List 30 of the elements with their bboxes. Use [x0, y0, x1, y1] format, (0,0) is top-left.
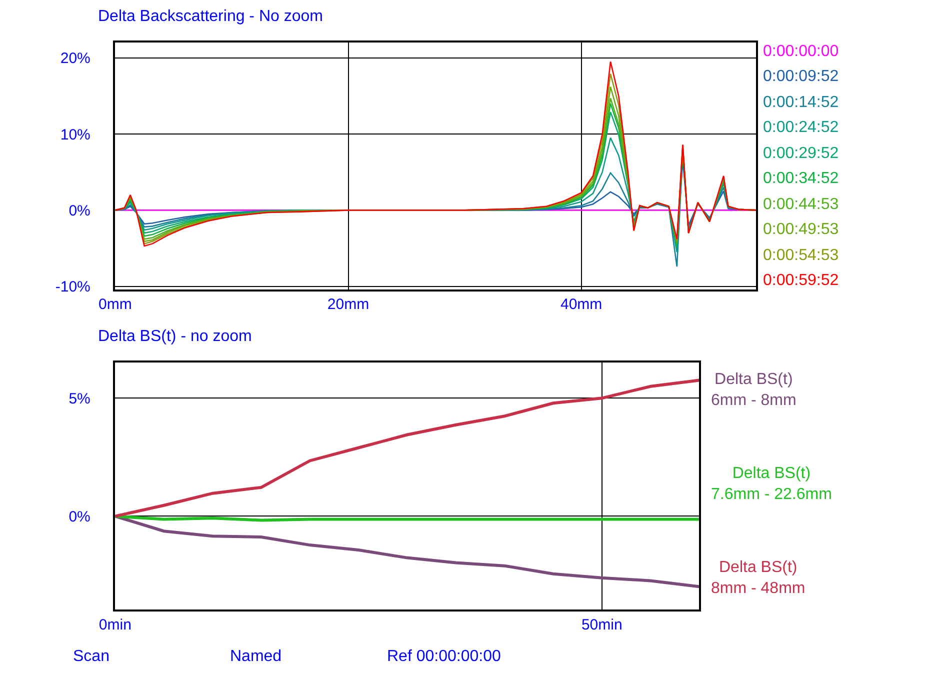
- x-tick-label: 0mm: [98, 296, 132, 314]
- y-tick-label: 20%: [60, 50, 90, 68]
- text: Delta BS(t) 6mm - 8mm: [711, 371, 796, 409]
- text: 0:00:29:52: [763, 145, 839, 162]
- line-series: [115, 378, 700, 518]
- y-tick-label: 0%: [68, 508, 90, 526]
- x-tick-label: 50min: [581, 616, 622, 634]
- text: Ref 00:00:00:00: [387, 648, 501, 665]
- y-tick-label: 0%: [68, 202, 90, 220]
- text: 0:00:09:52: [763, 68, 839, 85]
- text: Named: [230, 648, 282, 665]
- text: Scan: [73, 648, 110, 665]
- series-label: Delta BS(t) 7.6mm - 22.6mm: [711, 465, 832, 503]
- chart-title: Delta BS(t) - no zoom: [98, 328, 252, 345]
- text: Delta BS(t) 8mm - 48mm: [711, 559, 806, 597]
- x-tick-label: 0min: [98, 616, 132, 634]
- y-tick-label: 5%: [68, 390, 90, 408]
- text: 0:00:14:52: [763, 94, 839, 111]
- chart-title: Delta Backscattering - No zoom: [98, 8, 323, 25]
- text: 0:00:00:00: [763, 43, 839, 60]
- text: 0:00:54:53: [763, 247, 839, 264]
- text: 0:00:59:52: [763, 272, 839, 289]
- text: 0:00:24:52: [763, 119, 839, 136]
- x-tick-label: 20mm: [327, 296, 370, 314]
- x-tick-label: 40mm: [560, 296, 602, 314]
- y-tick-label: -10%: [55, 278, 90, 296]
- series-label: 0:00:34:52: [763, 170, 839, 187]
- series-label: 0:00:49:53: [763, 221, 839, 238]
- y-tick-label: 10%: [60, 126, 90, 144]
- series-label: 0:00:44:53: [763, 196, 839, 213]
